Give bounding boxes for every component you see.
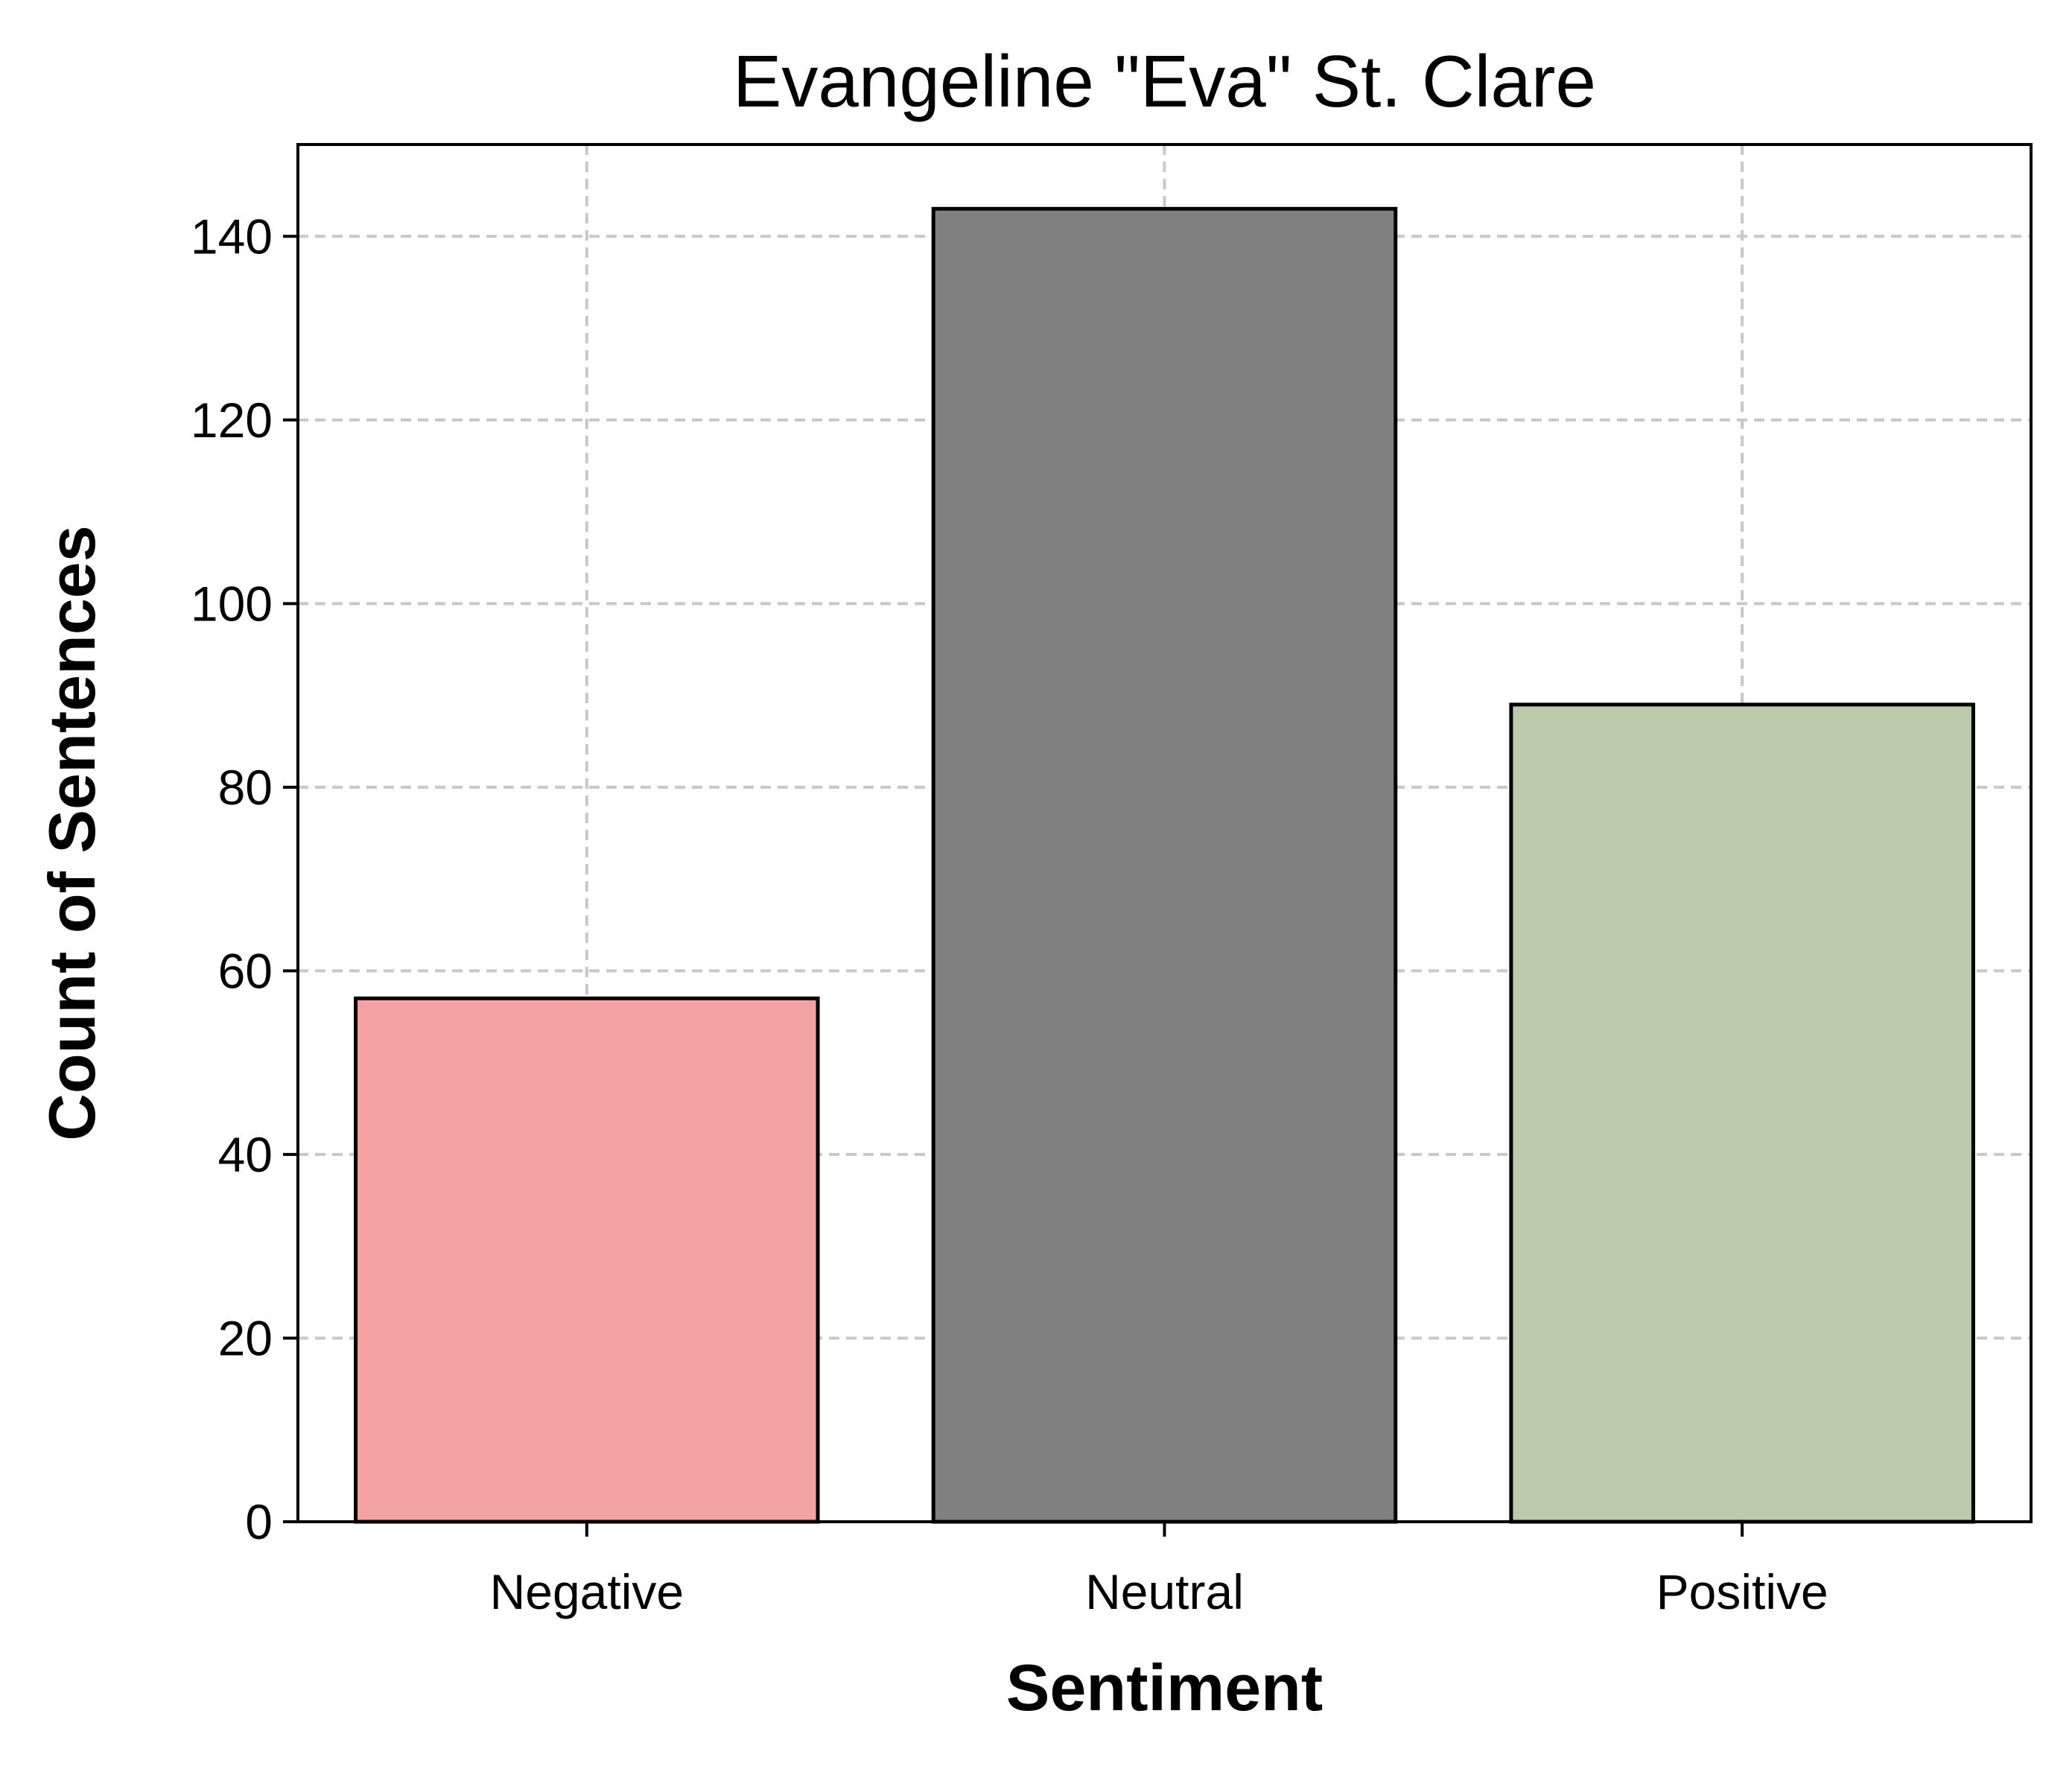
x-tick-label: Negative: [490, 1564, 684, 1619]
bar-positive: [1509, 702, 1975, 1524]
y-tick-label: 100: [191, 576, 273, 631]
bars: [354, 206, 1975, 1524]
y-axis-label: Count of Sentences: [35, 525, 109, 1140]
x-tick-label: Positive: [1656, 1564, 1828, 1619]
y-tick-label: 120: [191, 393, 273, 448]
axis-ticks: 0 20 40 60 80 100 120 140 Negative Neutral Positiv…: [191, 209, 1828, 1619]
y-tick-label: 40: [218, 1127, 273, 1182]
y-tick-label: 0: [245, 1494, 273, 1549]
x-tick-label: Neutral: [1085, 1564, 1244, 1619]
chart-title: Evangeline "Eva" St. Clare: [733, 40, 1596, 122]
y-tick-label: 20: [218, 1310, 273, 1365]
y-tick-label: 140: [191, 209, 273, 264]
x-axis-label: Sentiment: [1006, 1651, 1323, 1724]
y-tick-label: 80: [218, 760, 273, 815]
bar-negative: [354, 996, 820, 1524]
bar-neutral: [931, 206, 1398, 1524]
y-tick-label: 60: [218, 943, 273, 998]
